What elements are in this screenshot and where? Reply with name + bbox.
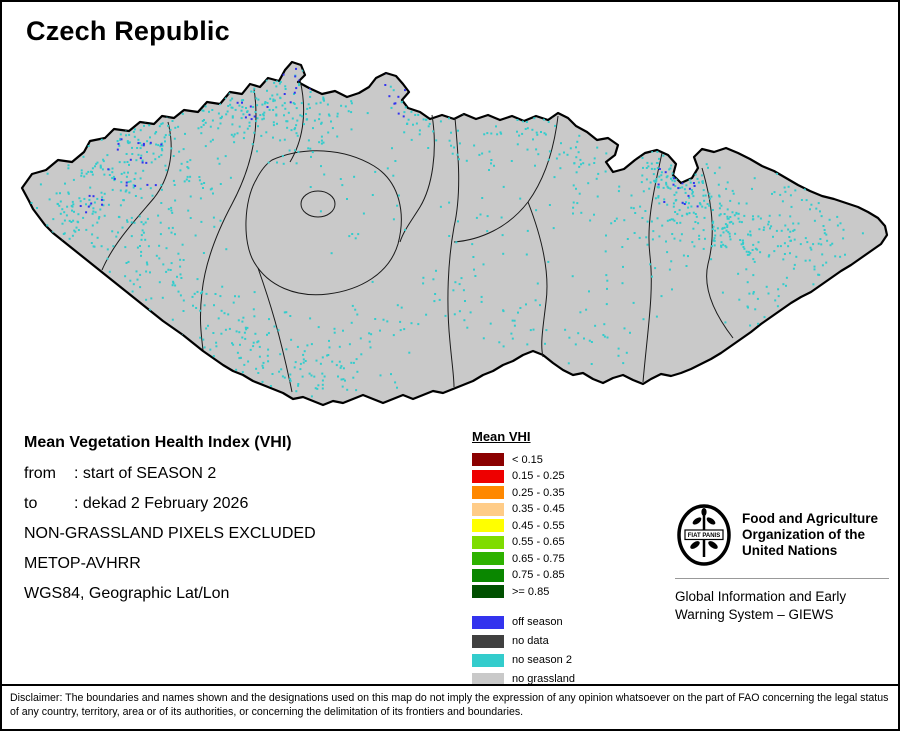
fao-block: FIAT PANIS Food and Agriculture Organiza… — [675, 503, 889, 623]
info-line-to: to : dekad 2 February 2026 — [24, 495, 316, 513]
page-title: Czech Republic — [26, 16, 230, 46]
legend-label: 0.75 - 0.85 — [512, 569, 565, 581]
info-line-projection: WGS84, Geographic Lat/Lon — [24, 585, 230, 602]
legend-label: < 0.15 — [512, 453, 543, 466]
fao-divider — [675, 578, 889, 579]
info-from-label: from — [24, 465, 56, 482]
legend-label: 0.45 - 0.55 — [512, 519, 565, 532]
legend-row: no season 2 — [472, 653, 575, 667]
legend-label: 0.15 - 0.25 — [512, 470, 565, 482]
legend-swatch-ge-085 — [472, 585, 504, 598]
legend-row: 0.35 - 0.45 — [472, 502, 575, 516]
legend-row: off season — [472, 615, 575, 629]
legend-label: no data — [512, 635, 549, 647]
legend-label: 0.35 - 0.45 — [512, 503, 565, 515]
legend-row: >= 0.85 — [472, 585, 575, 598]
map-info-block: Mean Vegetation Health Index (VHI) from:… — [24, 434, 316, 615]
legend-row: no grassland — [472, 672, 575, 686]
legend-gap — [472, 602, 575, 616]
legend-swatch-no-data — [472, 634, 504, 648]
legend-label: off season — [512, 616, 563, 628]
giews-label: Global Information and Early Warning Sys… — [675, 589, 847, 622]
region-boundaries — [101, 79, 734, 393]
legend-label: no season 2 — [512, 654, 572, 666]
disclaimer-text: Disclaimer: The boundaries and names sho… — [10, 692, 889, 719]
legend-label: >= 0.85 — [512, 585, 550, 598]
legend-swatch-no-grassland — [472, 672, 504, 686]
legend-swatch-075-085 — [472, 568, 504, 582]
fao-header: FIAT PANIS Food and Agriculture Organiza… — [675, 503, 889, 567]
legend-label: 0.65 - 0.75 — [512, 552, 565, 565]
legend-row: 0.15 - 0.25 — [472, 469, 575, 483]
legend-title: Mean VHI — [472, 429, 531, 444]
vhi-pixel-speckles — [29, 62, 864, 405]
fao-org-name: Food and Agriculture Organization of the… — [742, 510, 878, 559]
legend-label: 0.55 - 0.65 — [512, 536, 565, 548]
info-from-value: : start of SEASON 2 — [74, 465, 217, 482]
legend-swatch-045-055 — [472, 519, 504, 532]
legend-row: < 0.15 — [472, 453, 575, 466]
legend-row: 0.75 - 0.85 — [472, 568, 575, 582]
legend-row: 0.25 - 0.35 — [472, 486, 575, 499]
legend-swatch-055-065 — [472, 535, 504, 549]
legend-swatch-065-075 — [472, 552, 504, 565]
legend-label: 0.25 - 0.35 — [512, 486, 565, 499]
legend: Mean VHI < 0.15 0.15 - 0.25 0.25 - 0.35 … — [472, 429, 575, 692]
legend-row: 0.55 - 0.65 — [472, 535, 575, 549]
legend-swatch-off-season — [472, 615, 504, 629]
legend-label: no grassland — [512, 673, 575, 685]
legend-row: 0.45 - 0.55 — [472, 519, 575, 532]
info-line-sensor: METOP-AVHRR — [24, 555, 141, 572]
info-line-exclusion: NON-GRASSLAND PIXELS EXCLUDED — [24, 525, 316, 542]
legend-swatch-025-035 — [472, 486, 504, 499]
legend-swatch-no-season2 — [472, 653, 504, 667]
fao-logo-icon: FIAT PANIS — [677, 504, 731, 566]
legend-swatch-015-025 — [472, 469, 504, 483]
legend-row: 0.65 - 0.75 — [472, 552, 575, 565]
info-to-label: to — [24, 495, 38, 512]
legend-row: no data — [472, 634, 575, 648]
fao-logo-motto: FIAT PANIS — [688, 533, 720, 539]
info-heading: Mean Vegetation Health Index (VHI) — [24, 434, 292, 451]
czech-republic-map — [20, 60, 889, 407]
legend-swatch-lt-015 — [472, 453, 504, 466]
footer-divider — [2, 684, 898, 686]
country-shape — [20, 60, 889, 407]
legend-swatch-035-045 — [472, 502, 504, 516]
info-line-from: from : start of SEASON 2 — [24, 465, 316, 483]
info-to-value: : dekad 2 February 2026 — [74, 495, 249, 512]
